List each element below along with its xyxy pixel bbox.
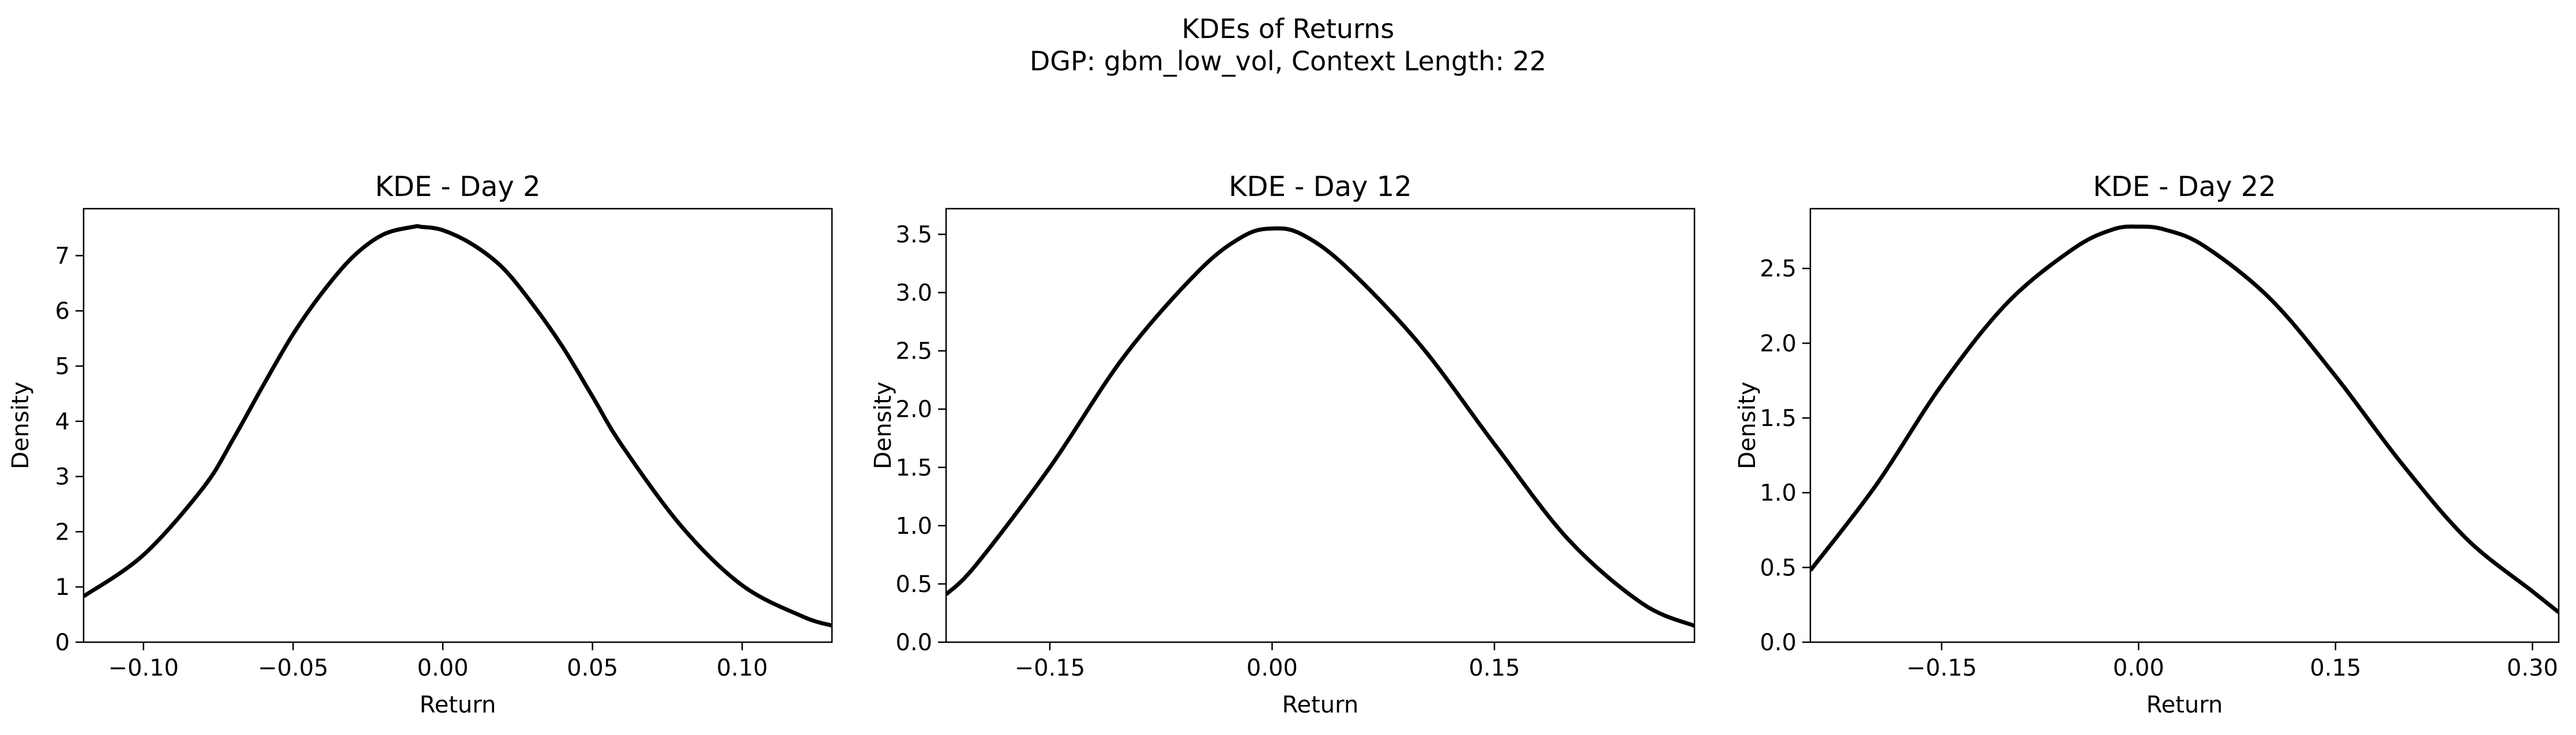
y-tick-label: 3.5 <box>895 221 932 248</box>
y-tick-label: 4 <box>55 409 70 435</box>
y-tick-label: 2.0 <box>895 397 932 423</box>
subplot-title: KDE - Day 22 <box>2093 171 2276 203</box>
x-tick-label: −0.15 <box>1906 655 1977 681</box>
y-tick-label: 5 <box>55 353 70 380</box>
kde-panel-3: −0.15 0.00 0.15 0.30 0.0 0.5 1.0 1.5 2.0 2.5 KDE -… <box>1734 171 2560 718</box>
x-tick-label: 0.15 <box>2310 655 2361 681</box>
kde-curve <box>946 226 1694 628</box>
y-tick-label: 1.0 <box>1760 480 1797 507</box>
x-tick-label: 0.15 <box>1468 655 1520 681</box>
y-axis-label: Density <box>7 382 34 469</box>
y-tick-label: 0.0 <box>1760 630 1797 656</box>
kde-curve <box>84 224 832 628</box>
y-tick-label: 0.5 <box>895 571 932 598</box>
y-tick-label: 1.5 <box>1760 405 1797 432</box>
x-tick-label: 0.05 <box>567 655 618 681</box>
subplot-title: KDE - Day 2 <box>375 171 540 203</box>
figure-title: KDEs of Returns <box>1181 13 1395 44</box>
y-tick-label: 3.0 <box>895 280 932 307</box>
y-tick-label: 0.0 <box>895 630 932 656</box>
y-axis-label: Density <box>870 382 897 469</box>
x-tick-label: 0.00 <box>2113 655 2164 681</box>
figure-subtitle: DGP: gbm_low_vol, Context Length: 22 <box>1029 46 1547 77</box>
x-tick-label: −0.10 <box>108 655 179 681</box>
x-tick-label: 0.00 <box>417 655 469 681</box>
kde-curve <box>1810 224 2559 614</box>
y-tick-label: 7 <box>55 243 70 269</box>
y-axis-label: Density <box>1734 382 1761 469</box>
x-axis-label: Return <box>1282 692 1359 718</box>
subplot-title: KDE - Day 12 <box>1229 171 1412 203</box>
y-tick-label: 6 <box>55 298 70 325</box>
y-tick-label: 2.5 <box>1760 256 1797 282</box>
y-tick-label: 1 <box>55 574 70 601</box>
x-axis-label: Return <box>2146 692 2223 718</box>
y-tick-label: 0.5 <box>1760 555 1797 581</box>
axes-frame <box>945 208 1696 643</box>
x-tick-label: 0.30 <box>2507 655 2558 681</box>
x-tick-label: −0.15 <box>1015 655 1086 681</box>
y-tick-label: 2.0 <box>1760 330 1797 357</box>
x-tick-label: −0.05 <box>258 655 329 681</box>
kde-panel-1: −0.10 −0.05 0.00 0.05 0.10 0 1 2 3 4 5 6 7 KDE - Day … <box>7 171 833 718</box>
y-tick-label: 2 <box>55 519 70 545</box>
y-tick-label: 0 <box>55 630 70 656</box>
y-tick-label: 2.5 <box>895 338 932 365</box>
axes-frame <box>82 208 833 643</box>
y-tick-label: 3 <box>55 464 70 491</box>
x-tick-label: 0.10 <box>717 655 768 681</box>
axes-frame <box>1809 208 2560 643</box>
x-axis-label: Return <box>420 692 496 718</box>
y-tick-label: 1.5 <box>895 455 932 481</box>
y-tick-label: 1.0 <box>895 513 932 540</box>
kde-panel-2: −0.15 0.00 0.15 0.0 0.5 1.0 1.5 2.0 2.5 3.0 3.5 KDE… <box>870 171 1696 718</box>
x-tick-label: 0.00 <box>1246 655 1298 681</box>
